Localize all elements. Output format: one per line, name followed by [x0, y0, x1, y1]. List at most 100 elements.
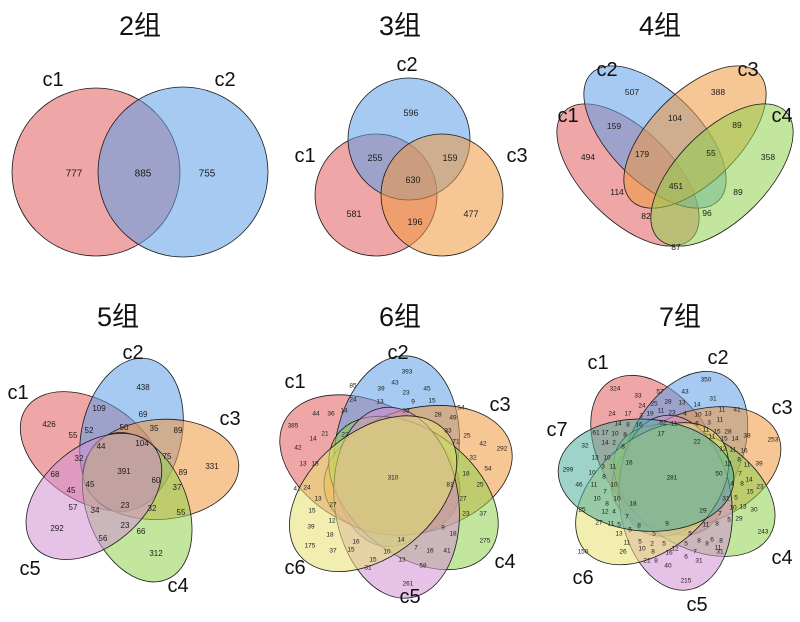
venn-6-region-count: 9	[441, 524, 445, 531]
venn-6-region-count: 42	[479, 440, 487, 447]
venn-7-region-count: 22	[693, 438, 701, 445]
venn-6-region-count: 28	[434, 411, 442, 418]
venn-4-region-count: 89	[732, 120, 742, 130]
venn-7-region-count: 299	[563, 466, 574, 473]
venn-4-region-count: 507	[625, 87, 639, 97]
venn-6-set-label-c6: c6	[284, 557, 305, 579]
venn-7-region-count: 9	[665, 520, 669, 527]
venn-7-region-count: 10	[613, 495, 621, 502]
venn-4-region-count: 96	[702, 208, 712, 218]
venn-7-region-count: 5	[727, 516, 731, 523]
venn-6-region-count: 15	[347, 546, 355, 553]
venn-6-region-count: 15	[428, 397, 436, 404]
venn-7-region-count: 12	[601, 508, 609, 515]
panel-title-6: 6组	[378, 302, 422, 332]
venn-3-region-count: 159	[442, 153, 457, 163]
venn-7-region-count: 11	[719, 406, 726, 413]
venn-7-region-count: 5	[617, 521, 621, 528]
venn-7-region-count: 10	[638, 545, 646, 552]
venn-7-region-count: 12	[671, 545, 679, 552]
venn-5-region-count: 32	[148, 504, 157, 513]
venn-4: 507 388 104 159 89 494 179 55 358 114 451 89 82 96 87 c…	[556, 59, 794, 252]
venn-5-ellipse-c5	[25, 432, 163, 560]
venn-7-region-count: 41	[733, 406, 741, 413]
venn-7-region-count: 18	[629, 500, 637, 507]
venn-6-region-count: 37	[479, 510, 487, 517]
venn-5-region-count: 426	[42, 420, 56, 429]
venn-7-set-label-c4: c4	[771, 547, 792, 569]
venn-6-region-count: 18	[462, 470, 470, 477]
venn-7-region-count: 30	[750, 506, 758, 513]
venn-6-region-count: 23	[341, 431, 349, 438]
venn-5-region-count: 68	[51, 470, 60, 479]
venn-6-region-count: 37	[329, 547, 337, 554]
venn-4-region-count: 89	[733, 187, 743, 197]
venn-7-region-count: 8	[602, 473, 606, 480]
venn-4-region-count: 82	[641, 211, 651, 221]
venn-6-region-count: 45	[423, 385, 431, 392]
venn-7-region-count: 16	[665, 549, 673, 556]
venn-7-region-count: 13	[704, 410, 712, 417]
venn-6-region-count: 42	[294, 444, 302, 451]
panel-title-4: 4组	[638, 11, 682, 41]
venn-6-region-count: 13	[398, 556, 406, 563]
venn-7-region-count: 15	[746, 488, 754, 495]
venn-7-region-count: 11	[608, 520, 615, 527]
venn-7-region-count: 4	[612, 508, 616, 515]
venn-7-region-count: 3	[707, 419, 711, 426]
venn-6-region-count: 27	[459, 495, 467, 502]
venn-7-region-count: 38	[743, 432, 751, 439]
venn-7-region-count: 3	[639, 412, 643, 419]
venn-6-region-count: 18	[311, 460, 319, 467]
venn-6-region-count: 71	[452, 438, 460, 445]
venn-7-region-count: 6	[684, 553, 688, 560]
venn-4-region-count: 87	[671, 242, 681, 252]
venn-7-region-count: 8	[715, 520, 719, 527]
venn-7-region-count: 243	[758, 528, 769, 535]
venn-5-region-count: 69	[139, 410, 148, 419]
venn-4-region-count: 104	[668, 113, 682, 123]
venn-7-region-count: 4	[683, 410, 687, 417]
venn-2: 777 885 755 c1 c2	[11, 69, 269, 258]
venn-2-region-count: 755	[199, 169, 216, 180]
venn-3-set-label-c2: c2	[396, 54, 417, 76]
venn-7-region-count: 11	[715, 544, 722, 551]
venn-6-region-count: 39	[307, 523, 315, 530]
venn-7-region-count: 31	[722, 495, 730, 502]
venn-7-region-count: 5	[638, 538, 642, 545]
venn-5-region-count: 331	[205, 462, 219, 471]
venn-2-region-count: 777	[66, 169, 83, 180]
venn-5-region-count: 23	[121, 501, 130, 510]
venn-5-region-count: 32	[75, 454, 84, 463]
venn-6-region-count: 12	[328, 517, 336, 524]
venn-7-region-count: 11	[730, 446, 737, 453]
venn-7-set-label-c5: c5	[686, 594, 707, 616]
venn-7-region-count: 25	[578, 506, 586, 513]
venn-7-region-count: 8	[719, 537, 723, 544]
venn-7-region-count: 5	[628, 526, 632, 533]
venn-5-region-count: 312	[149, 549, 163, 558]
venn-4-region-count: 358	[761, 152, 775, 162]
venn-7-region-count: 43	[681, 388, 689, 395]
venn-6-region-count: 24	[349, 396, 357, 403]
venn-7-region-count: 2	[612, 439, 616, 446]
venn-5-region-count: 44	[97, 442, 106, 451]
venn-7-region-count: 14	[614, 420, 622, 427]
venn-7-region-count: 13	[591, 454, 599, 461]
venn-5-set-label-c3: c3	[219, 408, 240, 430]
venn-7-region-count: 13	[739, 503, 747, 510]
venn-7-region-count: 7	[693, 548, 697, 555]
venn-7-ellipse-c7	[557, 418, 735, 532]
venn-7-region-count: 350	[701, 376, 712, 383]
venn-4-region-count: 55	[706, 148, 716, 158]
venn-7-region-count: 11	[744, 461, 751, 468]
venn-7-region-count: 8	[623, 431, 627, 438]
venn-6-region-count: 23	[402, 389, 410, 396]
venn-5-region-count: 109	[92, 404, 106, 413]
venn-7-region-count: 10	[610, 481, 618, 488]
venn-6-region-count: 9	[411, 398, 415, 405]
venn-6-region-count: 16	[426, 547, 434, 554]
venn-7-region-count: 7	[718, 510, 722, 517]
